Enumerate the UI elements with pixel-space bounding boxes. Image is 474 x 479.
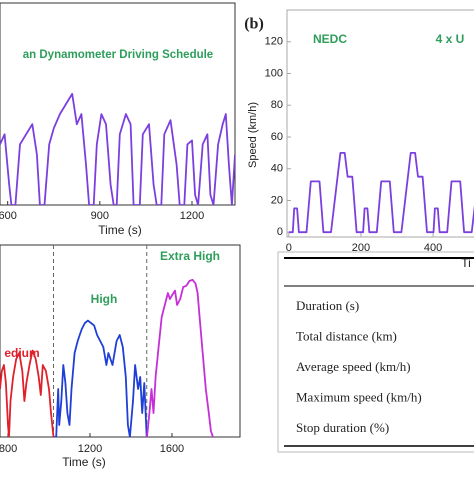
- x-axis-label: Time (s): [62, 455, 106, 469]
- x-axis-label: Ti: [461, 256, 471, 270]
- y-tick-label: 100: [265, 67, 283, 79]
- plot-area: [0, 278, 214, 437]
- speed-trace: [0, 349, 55, 437]
- x-tick-label: 200: [352, 242, 370, 254]
- y-tick-label: 120: [265, 36, 283, 48]
- table-row-label: Stop duration (%): [296, 420, 389, 435]
- y-tick-label: 20: [271, 194, 283, 206]
- table: [277, 251, 474, 453]
- annotation: NEDC: [313, 32, 347, 46]
- x-tick-label: 1200: [78, 443, 102, 455]
- plot-area: [288, 152, 474, 234]
- annotation: High: [91, 292, 118, 306]
- y-tick-label: 80: [271, 99, 283, 111]
- y-tick-label: 60: [271, 131, 283, 143]
- panel-label: (b): [244, 16, 264, 33]
- table-row-label: Average speed (km/h): [296, 359, 411, 374]
- y-axis-label: Speed (km/h): [247, 102, 259, 168]
- table-row-label: Total distance (km): [296, 328, 397, 343]
- x-tick-label: 800: [0, 443, 17, 455]
- annotation: Extra High: [160, 249, 220, 263]
- table-border: [277, 251, 474, 453]
- speed-trace: [146, 278, 214, 437]
- table-row-label: Duration (s): [296, 298, 359, 313]
- speed-trace: [288, 152, 474, 234]
- y-tick-label: 0: [277, 226, 283, 238]
- annotation: 4 x U: [436, 32, 465, 46]
- x-tick-label: 1600: [160, 443, 184, 455]
- speed-trace: [53, 319, 148, 437]
- x-tick-label: 400: [424, 242, 442, 254]
- plot-area: [0, 93, 235, 205]
- plot-frame: [0, 244, 241, 438]
- x-tick-label: 600: [0, 210, 17, 222]
- x-tick-label: 1200: [180, 210, 204, 222]
- y-tick-label: 40: [271, 163, 283, 175]
- chart-title: an Dynamometer Driving Schedule: [23, 49, 213, 61]
- annotation: edium: [4, 346, 39, 360]
- speed-trace: [0, 93, 235, 205]
- x-axis-label: Time (s): [98, 223, 142, 237]
- x-tick-label: 900: [91, 210, 109, 222]
- x-tick-label: 0: [286, 242, 292, 254]
- plot-frame: [286, 9, 474, 238]
- table-row-label: Maximum speed (km/h): [296, 389, 422, 404]
